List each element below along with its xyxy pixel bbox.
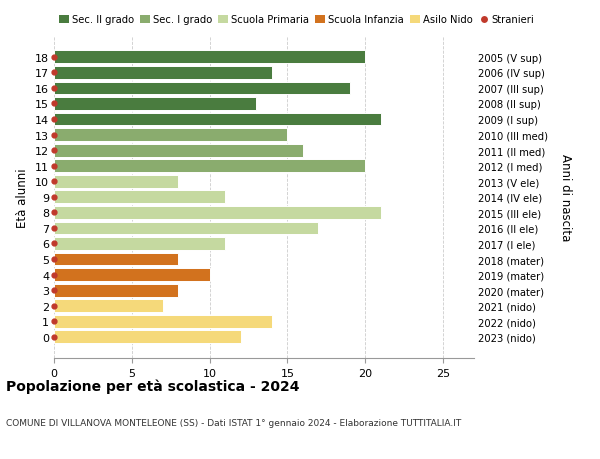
Bar	[54, 207, 380, 219]
Bar	[54, 82, 350, 95]
Text: COMUNE DI VILLANOVA MONTELEONE (SS) - Dati ISTAT 1° gennaio 2024 - Elaborazione : COMUNE DI VILLANOVA MONTELEONE (SS) - Da…	[6, 418, 461, 427]
Text: Popolazione per età scolastica - 2024: Popolazione per età scolastica - 2024	[6, 379, 299, 393]
Bar	[54, 145, 303, 157]
Bar	[54, 238, 225, 250]
Bar	[54, 300, 163, 313]
Bar	[54, 113, 380, 126]
Y-axis label: Età alunni: Età alunni	[16, 168, 29, 227]
Y-axis label: Anni di nascita: Anni di nascita	[559, 154, 572, 241]
Bar	[54, 129, 287, 142]
Legend: Sec. II grado, Sec. I grado, Scuola Primaria, Scuola Infanzia, Asilo Nido, Stran: Sec. II grado, Sec. I grado, Scuola Prim…	[59, 15, 535, 25]
Bar	[54, 51, 365, 64]
Bar	[54, 160, 365, 173]
Bar	[54, 98, 256, 111]
Bar	[54, 315, 272, 328]
Bar	[54, 269, 209, 281]
Bar	[54, 253, 178, 266]
Bar	[54, 67, 272, 79]
Bar	[54, 222, 319, 235]
Bar	[54, 284, 178, 297]
Bar	[54, 175, 178, 188]
Bar	[54, 330, 241, 343]
Bar	[54, 191, 225, 204]
